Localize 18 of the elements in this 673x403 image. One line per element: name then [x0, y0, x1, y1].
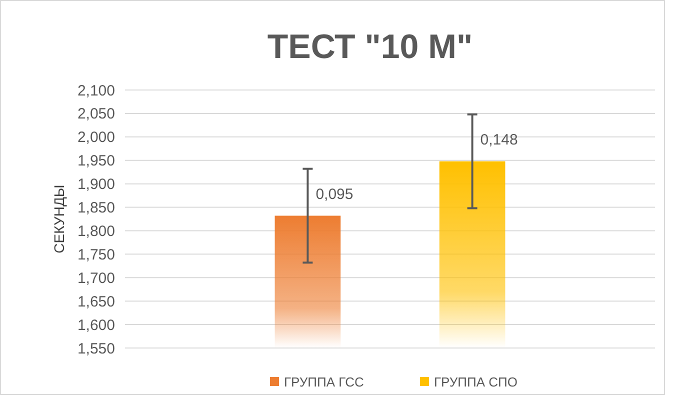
y-tick-label: 1,750 [77, 246, 115, 264]
annotation: 0,095 [316, 186, 354, 203]
legend-label: ГРУППА СПО [434, 374, 518, 390]
y-tick-label: 2,100 [77, 82, 115, 100]
y-tick-label: 1,550 [77, 340, 115, 358]
y-tick-label: 1,850 [77, 200, 115, 217]
y-tick-label: 1,950 [77, 152, 115, 170]
legend-label: ГРУППА ГСС [284, 374, 364, 390]
y-tick-label: 2,050 [77, 106, 115, 123]
y-tick-label: 1,900 [77, 176, 115, 194]
y-tick-label: 2,000 [77, 129, 115, 146]
annotation: 0,148 [480, 132, 518, 149]
y-tick-label: 1,600 [77, 316, 115, 334]
y-tick-label: 1,700 [77, 270, 115, 287]
y-tick-label: 1,650 [77, 293, 115, 310]
y-tick-label: 1,800 [77, 222, 115, 240]
y-axis-title: СЕКУНДЫ [51, 184, 67, 254]
chart-title: ТЕСТ "10 М" [267, 28, 473, 66]
